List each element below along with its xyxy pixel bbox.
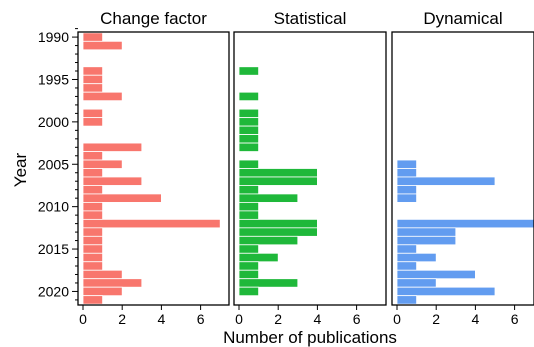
- bar-change-factor-2000: [82, 117, 104, 127]
- bar-dynamical-2021: [396, 295, 418, 305]
- bar-change-factor-2008: [82, 185, 104, 195]
- bar-change-factor-2020: [82, 286, 123, 297]
- bar-change-factor-2015: [82, 244, 104, 254]
- bar-dynamical-2014: [396, 235, 457, 246]
- bar-change-factor-2004: [82, 151, 104, 161]
- bar-statistical-2015: [238, 244, 260, 254]
- bar-statistical-2010: [238, 202, 260, 212]
- x-tick-label-dynamical: 4: [472, 311, 480, 327]
- bar-statistical-2009: [238, 193, 299, 203]
- bar-dynamical-2019: [396, 278, 437, 288]
- bar-statistical-1994: [238, 66, 260, 76]
- x-axis-label: Number of publications: [223, 328, 397, 347]
- bar-change-factor-1999: [82, 108, 104, 119]
- x-tick-label-change-factor: 4: [158, 311, 166, 327]
- bar-statistical-2018: [238, 269, 260, 280]
- y-tick-label: 2000: [38, 114, 69, 130]
- x-tick-label-statistical: 2: [274, 311, 282, 327]
- bar-dynamical-2008: [396, 185, 418, 195]
- bar-dynamical-2016: [396, 252, 437, 263]
- bar-change-factor-2009: [82, 193, 162, 203]
- bar-change-factor-2005: [82, 159, 123, 169]
- bar-change-factor-2006: [82, 168, 104, 178]
- bar-change-factor-2010: [82, 202, 104, 212]
- bar-statistical-2013: [238, 227, 318, 237]
- bar-change-factor-2019: [82, 278, 143, 288]
- y-tick-label: 2005: [38, 156, 69, 172]
- y-tick-label: 2015: [38, 241, 69, 257]
- bar-dynamical-2012: [396, 218, 534, 229]
- panel-frame-change-factor: [77, 31, 230, 306]
- x-tick-label-statistical: 0: [235, 311, 243, 327]
- y-tick-label: 1995: [38, 71, 69, 87]
- bar-statistical-2008: [238, 185, 260, 195]
- x-tick-label-statistical: 6: [353, 311, 361, 327]
- bar-change-factor-2017: [82, 261, 104, 271]
- bar-dynamical-2005: [396, 159, 418, 169]
- bar-change-factor-1994: [82, 66, 104, 76]
- bar-dynamical-2017: [396, 261, 418, 271]
- bar-statistical-2016: [238, 252, 279, 263]
- bar-statistical-2003: [238, 142, 260, 152]
- bar-statistical-2017: [238, 261, 260, 271]
- bar-statistical-2020: [238, 286, 260, 297]
- panel-title-change-factor: Change factor: [100, 9, 207, 28]
- bar-change-factor-1995: [82, 74, 104, 85]
- bar-change-factor-2007: [82, 176, 143, 186]
- bar-change-factor-2013: [82, 227, 104, 237]
- bar-change-factor-1996: [82, 83, 104, 93]
- y-tick-label: 2010: [38, 199, 69, 215]
- panel-title-dynamical: Dynamical: [423, 9, 502, 28]
- bar-statistical-2011: [238, 210, 260, 220]
- bar-dynamical-2015: [396, 244, 418, 254]
- bar-statistical-1997: [238, 91, 260, 102]
- bar-statistical-2000: [238, 117, 260, 127]
- bar-change-factor-2014: [82, 235, 104, 246]
- y-axis-label: Year: [11, 152, 30, 187]
- bar-change-factor-1990: [82, 32, 104, 42]
- bar-statistical-2014: [238, 235, 299, 246]
- bar-change-factor-2021: [82, 295, 104, 305]
- bar-statistical-1999: [238, 108, 260, 119]
- y-tick-label: 1990: [38, 29, 69, 45]
- panel-frame-dynamical: [391, 31, 534, 306]
- bar-dynamical-2013: [396, 227, 457, 237]
- bar-dynamical-2007: [396, 176, 496, 186]
- x-tick-label-change-factor: 0: [79, 311, 87, 327]
- bar-change-factor-2016: [82, 252, 104, 263]
- bar-change-factor-2012: [82, 218, 221, 229]
- panel-frame-statistical: [233, 31, 387, 306]
- bar-change-factor-2003: [82, 142, 143, 152]
- bar-statistical-2006: [238, 168, 318, 178]
- bar-change-factor-1991: [82, 40, 123, 51]
- bar-change-factor-1997: [82, 91, 123, 102]
- bar-dynamical-2018: [396, 269, 476, 280]
- bar-dynamical-2006: [396, 168, 418, 178]
- bar-dynamical-2020: [396, 286, 496, 297]
- x-tick-label-dynamical: 6: [511, 311, 519, 327]
- x-tick-label-dynamical: 2: [432, 311, 440, 327]
- x-tick-label-change-factor: 6: [197, 311, 205, 327]
- y-tick-label: 2020: [38, 283, 69, 299]
- bar-change-factor-2018: [82, 269, 123, 280]
- bar-statistical-2012: [238, 218, 318, 229]
- bar-statistical-2007: [238, 176, 318, 186]
- x-tick-label-statistical: 4: [314, 311, 322, 327]
- bar-change-factor-2011: [82, 210, 104, 220]
- bar-statistical-2002: [238, 134, 260, 144]
- x-tick-label-change-factor: 2: [118, 311, 126, 327]
- bar-statistical-2005: [238, 159, 260, 169]
- bar-statistical-2019: [238, 278, 299, 288]
- bar-dynamical-2009: [396, 193, 418, 203]
- panel-title-statistical: Statistical: [274, 9, 347, 28]
- x-tick-label-dynamical: 0: [393, 311, 401, 327]
- bar-statistical-2001: [238, 125, 260, 135]
